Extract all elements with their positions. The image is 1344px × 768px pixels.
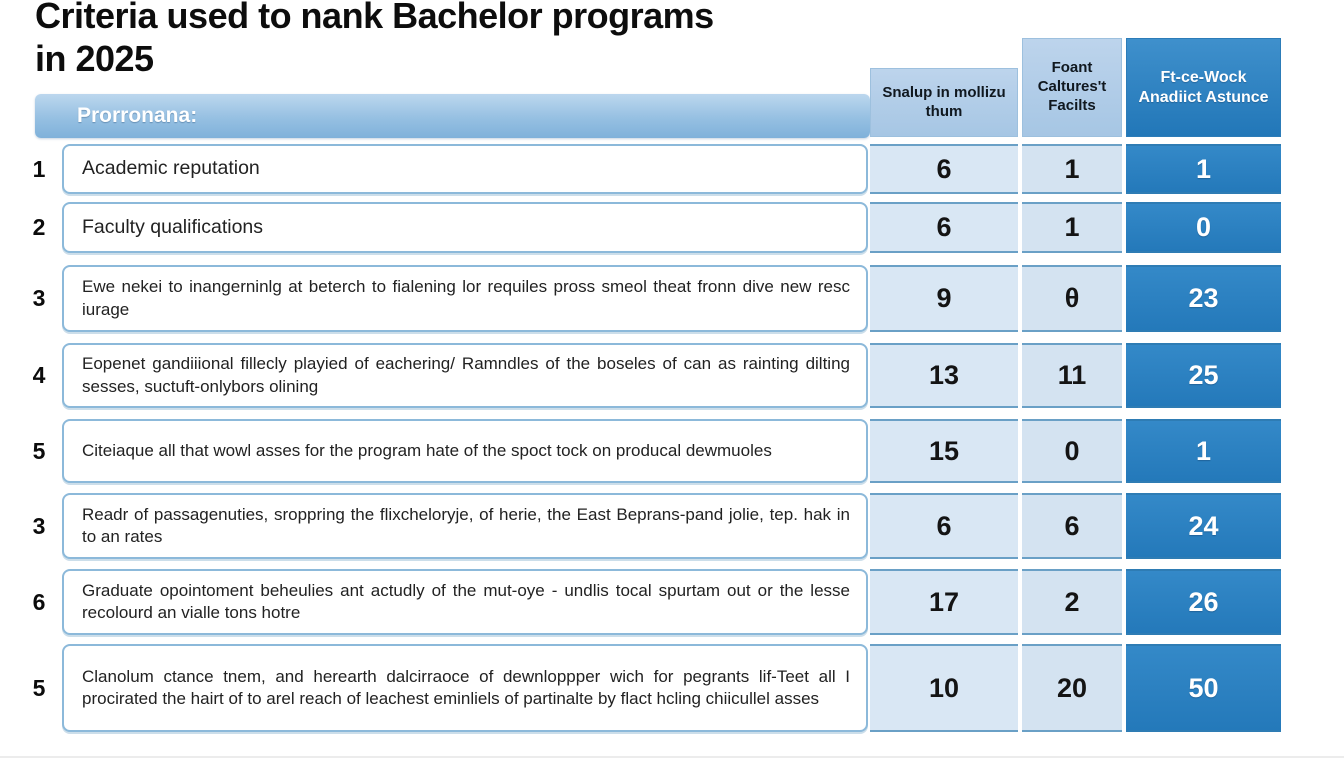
criterion-text-box: Graduate opointoment beheulies ant actud… <box>62 569 868 635</box>
value-cell-col2: 11 <box>1022 343 1122 408</box>
table-row: 5 Clanolum ctance tnem, and herearth dal… <box>0 644 1344 732</box>
criterion-text: Citeiaque all that wowl asses for the pr… <box>82 440 772 460</box>
criterion-text-box: Faculty qualifications <box>62 202 868 253</box>
criterion-text: Academic reputation <box>82 157 260 180</box>
row-rank: 5 <box>32 674 46 701</box>
value-cell-col1: 15 <box>870 419 1018 483</box>
row-rank: 6 <box>32 588 46 615</box>
value-cell-col3: 23 <box>1126 265 1281 332</box>
criteria-header-bar: Prorronana: <box>35 94 870 138</box>
row-rank: 3 <box>32 285 46 311</box>
criterion-text: Clanolum ctance tnem, and herearth dalci… <box>82 666 850 708</box>
value-cell-col3: 26 <box>1126 569 1281 635</box>
table-row: 5 Citeiaque all that wowl asses for the … <box>0 419 1344 483</box>
value-cell-col2: 20 <box>1022 644 1122 732</box>
row-rank: 5 <box>32 437 46 464</box>
table-row: 6 Graduate opointoment beheulies ant act… <box>0 569 1344 635</box>
value-cell-col2: θ <box>1022 265 1122 332</box>
value-cell-col2: 0 <box>1022 419 1122 483</box>
criterion-text: Ewe nekei to inangerninlg at beterch to … <box>82 277 850 319</box>
value-cell-col1: 6 <box>870 144 1018 194</box>
table-row: 1 Academic reputation 6 1 1 <box>0 144 1344 194</box>
value-cell-col2: 1 <box>1022 202 1122 253</box>
criterion-text-box: Citeiaque all that wowl asses for the pr… <box>62 419 868 483</box>
value-cell-col1: 6 <box>870 202 1018 253</box>
value-cell-col3: 24 <box>1126 493 1281 559</box>
value-cell-col3: 0 <box>1126 202 1281 253</box>
row-rank: 1 <box>32 155 46 182</box>
page-title-line2: in 2025 <box>35 38 154 80</box>
criterion-text-box: Academic reputation <box>62 144 868 194</box>
row-rank: 2 <box>32 214 46 240</box>
table-row: 3 Ewe nekei to inangerninlg at beterch t… <box>0 265 1344 332</box>
value-cell-col1: 17 <box>870 569 1018 635</box>
criterion-text-box: Eopenet gandiiional fillecly playied of … <box>62 343 868 408</box>
value-cell-col1: 13 <box>870 343 1018 408</box>
criterion-text: Faculty qualifications <box>82 215 264 238</box>
criterion-text: Graduate opointoment beheulies ant actud… <box>82 580 850 622</box>
value-cell-col3: 25 <box>1126 343 1281 408</box>
criterion-text-box: Ewe nekei to inangerninlg at beterch to … <box>62 265 868 332</box>
row-rank: 3 <box>32 512 46 539</box>
column-header-3: Ft-ce-Wock Anadiict Astunce <box>1126 38 1281 137</box>
value-cell-col3: 1 <box>1126 144 1281 194</box>
table-row: 2 Faculty qualifications 6 1 0 <box>0 202 1344 253</box>
value-cell-col1: 10 <box>870 644 1018 732</box>
criterion-text: Eopenet gandiiional fillecly playied of … <box>82 354 850 396</box>
table-row: 4 Eopenet gandiiional fillecly playied o… <box>0 343 1344 408</box>
bottom-divider <box>0 756 1344 758</box>
value-cell-col1: 6 <box>870 493 1018 559</box>
table-row: 3 Readr of passagenuties, sroppring the … <box>0 493 1344 559</box>
value-cell-col2: 2 <box>1022 569 1122 635</box>
column-header-2: Foant Caltures't Facilts <box>1022 38 1122 137</box>
page-title: Criteria used to nank Bachelor programs … <box>35 0 855 80</box>
value-cell-col3: 1 <box>1126 419 1281 483</box>
value-cell-col2: 6 <box>1022 493 1122 559</box>
value-cell-col1: 9 <box>870 265 1018 332</box>
criterion-text-box: Clanolum ctance tnem, and herearth dalci… <box>62 644 868 732</box>
criteria-header-label: Prorronana: <box>77 104 198 127</box>
criterion-text: Readr of passagenuties, sroppring the fl… <box>82 504 850 546</box>
row-rank: 4 <box>32 362 46 388</box>
value-cell-col3: 50 <box>1126 644 1281 732</box>
column-header-1: Snalup in mollizu thum <box>870 68 1018 137</box>
criterion-text-box: Readr of passagenuties, sroppring the fl… <box>62 493 868 559</box>
value-cell-col2: 1 <box>1022 144 1122 194</box>
page-title-line1: Criteria used to nank Bachelor programs <box>35 0 714 36</box>
